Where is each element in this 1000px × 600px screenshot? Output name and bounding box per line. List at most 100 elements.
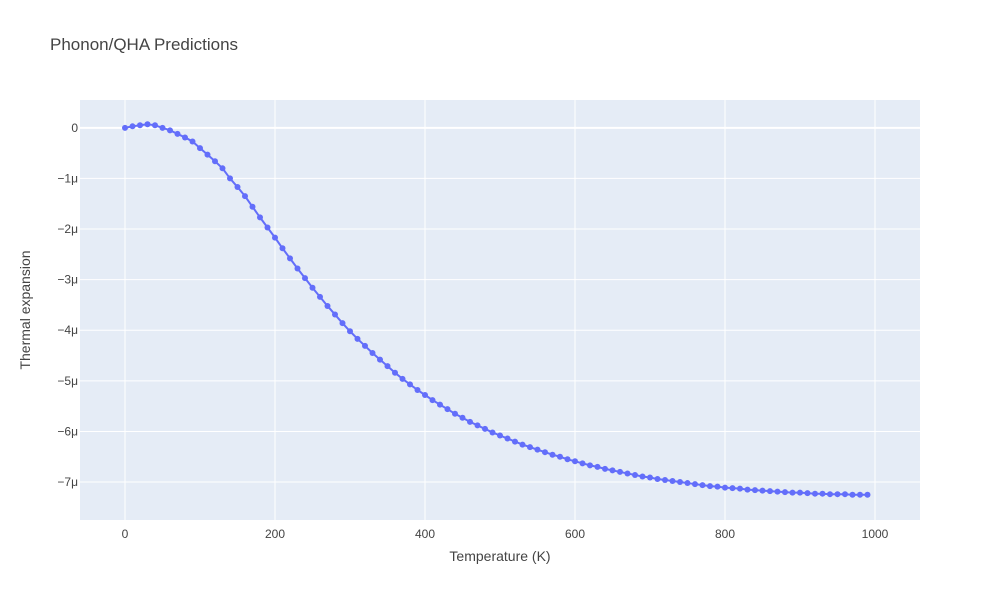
data-point [699, 482, 706, 489]
x-axis-ticks: 0 200 400 600 800 1000 [122, 527, 889, 541]
data-point [849, 491, 856, 498]
data-point [587, 462, 593, 469]
y-tick-label: −2μ [57, 222, 78, 236]
data-point [362, 342, 368, 349]
data-point [504, 435, 511, 442]
data-point [152, 122, 158, 129]
plot-area [80, 100, 920, 520]
data-point [429, 397, 436, 404]
data-point [407, 381, 413, 388]
data-point [287, 255, 293, 262]
data-point [392, 369, 398, 376]
data-point [422, 392, 428, 399]
x-axis-title: Temperature (K) [449, 548, 550, 564]
data-point [654, 476, 661, 483]
data-point [129, 123, 136, 130]
data-point [377, 356, 383, 363]
data-point [557, 453, 563, 460]
data-point [534, 446, 541, 453]
data-point [249, 203, 256, 210]
data-point [774, 488, 781, 495]
data-point [677, 479, 683, 486]
data-point [174, 130, 181, 137]
data-point [437, 401, 443, 408]
data-point [399, 375, 406, 382]
data-point [347, 328, 353, 335]
data-point [219, 165, 226, 172]
data-point [609, 467, 616, 474]
data-point [789, 489, 796, 496]
data-point [737, 485, 743, 492]
data-point [414, 386, 421, 393]
data-point [729, 485, 736, 492]
data-point [122, 124, 128, 131]
data-point [474, 422, 481, 429]
data-point [662, 477, 668, 484]
data-point [542, 449, 548, 456]
data-point [384, 363, 391, 370]
data-point [309, 284, 316, 291]
y-tick-label: −7μ [57, 475, 78, 489]
data-point [489, 429, 496, 436]
x-tick-label: 800 [715, 527, 735, 541]
data-point [594, 463, 601, 470]
data-point [317, 293, 323, 300]
data-point [159, 124, 166, 131]
data-point [564, 456, 571, 463]
x-tick-label: 400 [415, 527, 435, 541]
data-point [272, 234, 278, 241]
data-point [669, 478, 676, 485]
y-tick-label: −5μ [57, 374, 78, 388]
data-point [797, 489, 803, 496]
data-point [467, 418, 473, 425]
data-point [234, 184, 241, 191]
y-axis-ticks: 0 −1μ −2μ −3μ −4μ −5μ −6μ −7μ [57, 121, 78, 489]
data-point [834, 491, 841, 498]
data-point [827, 491, 833, 498]
data-point [647, 474, 653, 481]
data-point [264, 224, 271, 231]
data-point [444, 406, 451, 413]
y-tick-label: −3μ [57, 273, 78, 287]
data-point [182, 134, 188, 141]
data-point [692, 481, 698, 488]
data-point [227, 175, 233, 182]
data-point [864, 491, 871, 498]
data-point [804, 490, 811, 497]
data-point [369, 350, 376, 357]
data-point [684, 480, 691, 487]
data-point [197, 145, 203, 152]
data-point [257, 214, 263, 221]
data-point [527, 444, 533, 451]
data-point [144, 121, 151, 128]
y-tick-label: −6μ [57, 424, 78, 438]
data-point [722, 484, 728, 491]
data-point [752, 487, 758, 494]
y-tick-label: −1μ [57, 171, 78, 185]
data-point [707, 483, 713, 490]
series-line [124, 123, 868, 496]
data-point [519, 441, 526, 448]
data-point [354, 335, 361, 342]
grid [80, 100, 920, 520]
y-axis-title: Thermal expansion [17, 250, 33, 369]
data-point [759, 487, 766, 494]
x-tick-label: 0 [122, 527, 129, 541]
data-point [279, 245, 286, 252]
data-point [242, 193, 248, 200]
data-point [167, 127, 173, 134]
y-tick-label: −4μ [57, 323, 78, 337]
data-point [452, 410, 458, 417]
data-point [639, 473, 646, 480]
x-tick-label: 600 [565, 527, 585, 541]
series-thermal-expansion [122, 121, 871, 498]
data-point [512, 438, 518, 445]
data-point [339, 320, 346, 327]
data-point [624, 470, 631, 477]
data-point [617, 468, 623, 475]
data-point [302, 275, 308, 282]
x-tick-label: 1000 [862, 527, 889, 541]
data-point [632, 471, 638, 478]
data-point [714, 483, 721, 490]
